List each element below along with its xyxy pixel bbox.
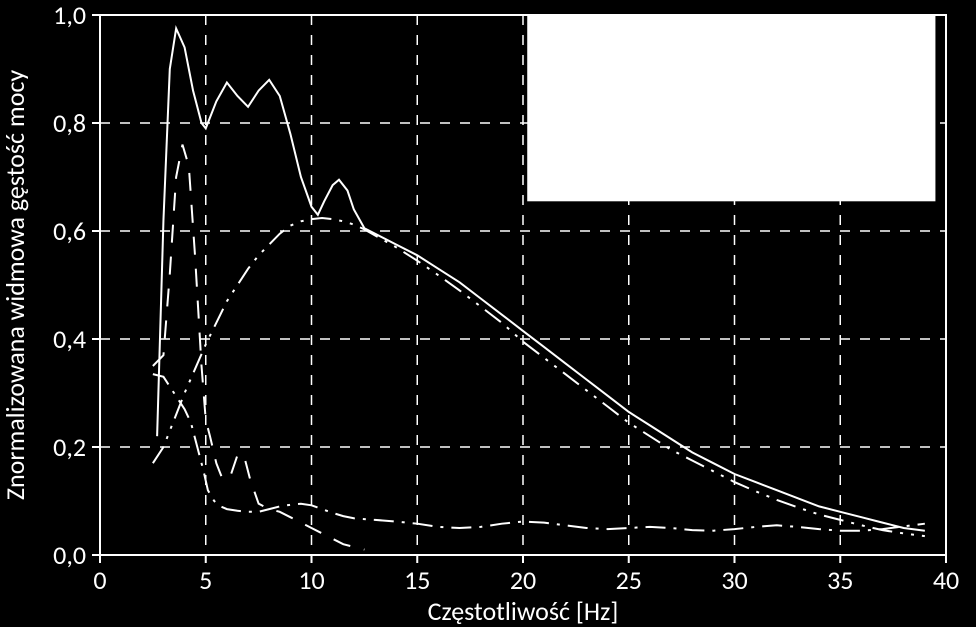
legend-box: [527, 15, 935, 201]
y-tick-label: 0,6: [53, 215, 86, 247]
x-tick-label: 40: [933, 564, 959, 596]
series-dash-dot-dot: [153, 218, 925, 536]
y-tick-label: 1,0: [53, 0, 86, 31]
psd-chart: 0 5 10 15 20 25 30 35 40 0,0 0,2 0,4 0,6 0,8 1,0 Często…: [0, 0, 976, 627]
y-tick-label: 0,8: [53, 107, 86, 139]
x-tick-label: 0: [93, 564, 106, 596]
chart-svg: 0 5 10 15 20 25 30 35 40 0,0 0,2 0,4 0,6 0,8 1,0 Często…: [0, 0, 976, 627]
x-tick-label: 25: [616, 564, 642, 596]
x-tick-label: 5: [199, 564, 212, 596]
x-tick-label: 35: [827, 564, 853, 596]
x-tick-label: 15: [404, 564, 430, 596]
x-tick-label: 20: [510, 564, 536, 596]
y-axis-label: Znormalizowana widmowa gęstość mocy: [0, 70, 31, 501]
x-tick-label: 30: [721, 564, 747, 596]
y-tick-label: 0,0: [53, 539, 86, 571]
series-dash-dot: [153, 374, 925, 531]
y-tick-label: 0,4: [53, 323, 86, 355]
x-tick-label: 10: [298, 564, 324, 596]
series-long-dash: [153, 145, 365, 550]
y-tick-label: 0,2: [53, 431, 86, 463]
x-axis-label: Częstotliwość [Hz]: [428, 595, 619, 627]
